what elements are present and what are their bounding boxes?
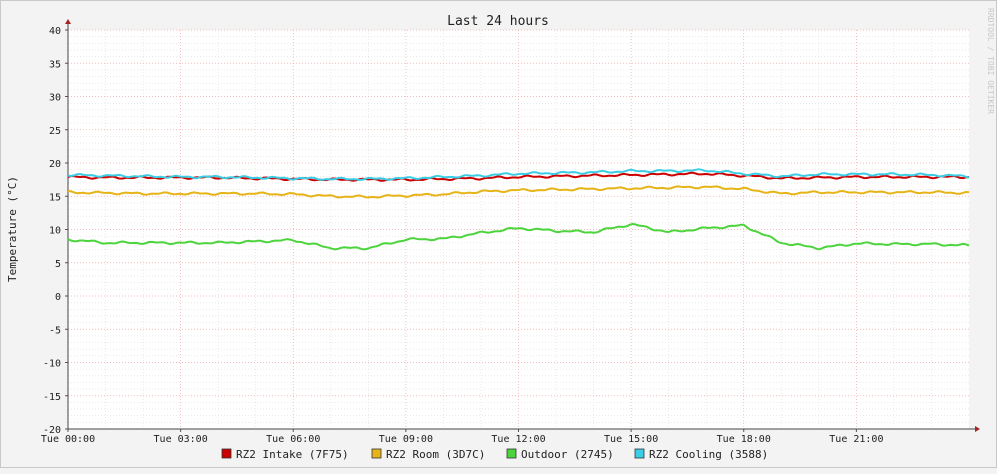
x-tick-label: Tue 15:00 [604,434,658,445]
y-tick-label: 10 [49,226,61,237]
legend-entry-label: RZ2 Room (3D7C) [386,448,485,461]
x-tick-label: Tue 03:00 [154,434,208,445]
series-line [67,222,970,251]
rrdtool-watermark: RRDTOOL / TOBI OETIKER [986,8,995,114]
y-tick-label: 20 [49,159,61,170]
y-tick-label: -20 [43,425,61,436]
y-tick-label: 0 [55,292,61,303]
grid [67,29,969,430]
x-tick-label: Tue 00:00 [41,434,95,445]
y-tick-label: -10 [43,359,61,370]
legend: RZ2 Intake (7F75) RZ2 Room (3D7C) Outdoor … [221,448,768,461]
x-tick-label: Tue 06:00 [266,434,320,445]
legend-entry-label: RZ2 Intake (7F75) [236,448,349,461]
x-tick-label: Tue 21:00 [829,434,883,445]
legend-swatch [371,448,382,459]
y-tick-label: -5 [49,325,61,336]
x-tick-label: Tue 12:00 [491,434,545,445]
legend-swatch [634,448,645,459]
series-line [67,185,970,199]
legend-entry-label: Outdoor (2745) [521,448,614,461]
y-tick-label: -15 [43,392,61,403]
legend-swatch [221,448,232,459]
y-axis-arrow [65,19,71,24]
series-lines [67,168,970,251]
y-tick-label: 40 [49,26,61,37]
x-tick-label: Tue 09:00 [379,434,433,445]
y-tick-label: 5 [55,259,61,270]
chart-title: Last 24 hours [447,14,549,29]
y-tick-label: 35 [49,59,61,70]
legend-swatch [506,448,517,459]
x-tick-label: Tue 18:00 [717,434,771,445]
y-axis-label: Temperature (°C) [6,176,19,282]
series-line [67,171,970,182]
y-tick-label: 15 [49,192,61,203]
y-tick-label: 30 [49,93,61,104]
y-tick-label: 25 [49,126,61,137]
series-line [67,168,970,181]
legend-entry-label: RZ2 Cooling (3588) [649,448,768,461]
x-axis-arrow [975,426,980,432]
